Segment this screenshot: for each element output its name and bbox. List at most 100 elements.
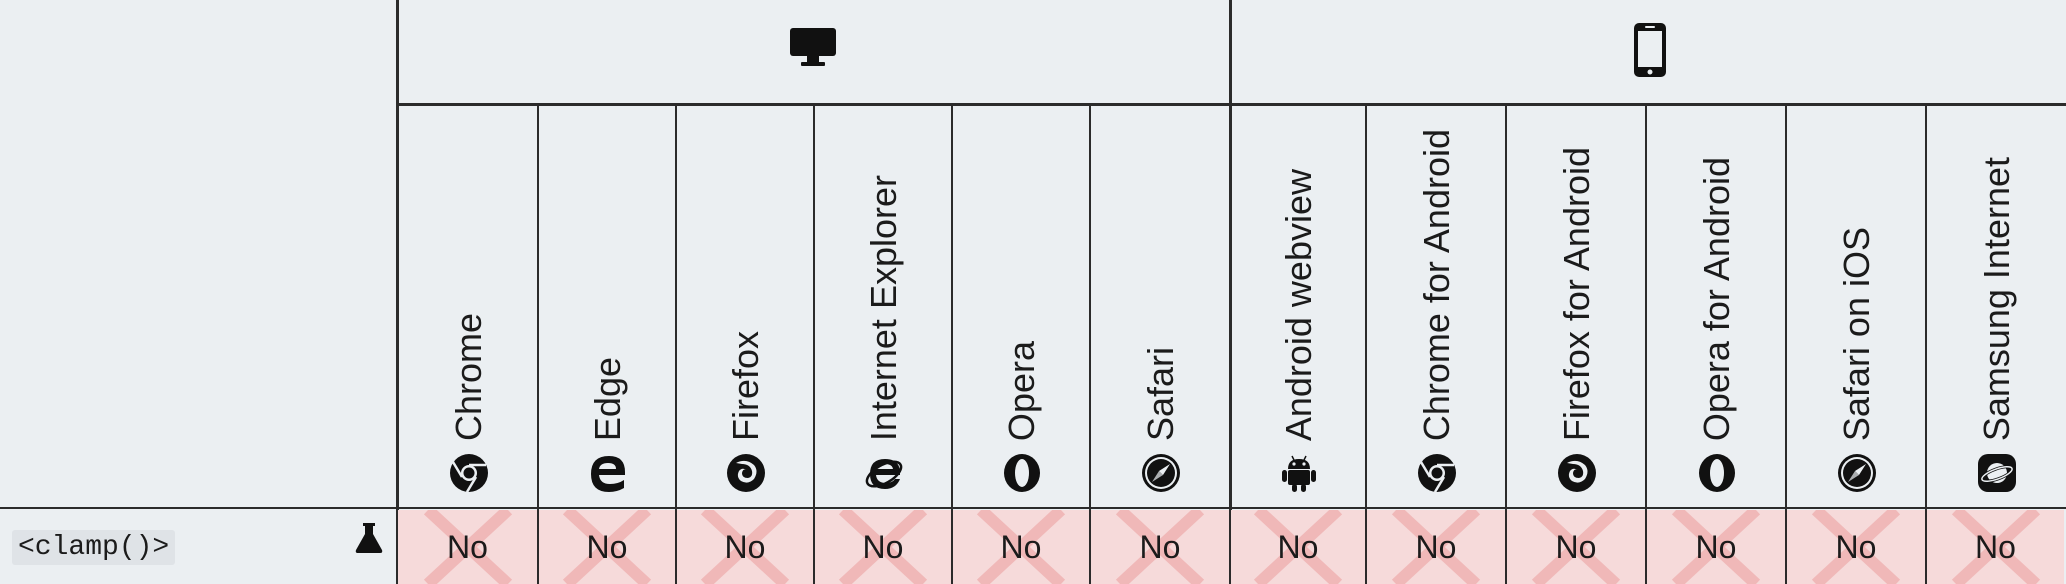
android-icon xyxy=(1279,453,1319,493)
desktop-group-header xyxy=(789,22,837,75)
mobile-group-header xyxy=(1633,22,1667,83)
browser-name-wrapper: Safari xyxy=(1091,347,1231,441)
support-value: No xyxy=(1139,528,1181,565)
column-divider xyxy=(813,106,815,584)
no-support-cross-icon xyxy=(838,510,928,584)
browser-name: Firefox xyxy=(725,330,766,441)
browser-column-firefox: Firefox xyxy=(677,108,815,507)
no-support-cross-icon xyxy=(562,510,652,584)
support-cell-edge[interactable]: No xyxy=(539,510,675,584)
browser-name: Opera for Android xyxy=(1696,156,1737,441)
header-row-divider xyxy=(0,507,2066,509)
browser-name-wrapper: Opera for Android xyxy=(1647,157,1787,441)
support-value: No xyxy=(586,528,628,565)
opera-icon xyxy=(1002,453,1042,493)
browser-name: Opera xyxy=(1001,340,1042,441)
column-divider xyxy=(537,106,539,584)
column-divider xyxy=(1645,106,1647,584)
column-divider xyxy=(1089,106,1091,584)
browser-name-wrapper: Internet Explorer xyxy=(815,175,953,441)
browser-name: Safari xyxy=(1140,346,1181,441)
support-cell-opera-for-android[interactable]: No xyxy=(1647,510,1785,584)
browser-name-wrapper: Chrome xyxy=(398,313,539,441)
browser-name-wrapper: Opera xyxy=(953,341,1091,441)
browser-name: Safari on iOS xyxy=(1836,226,1877,441)
browser-name: Chrome for Android xyxy=(1416,128,1457,441)
internet-explorer-icon xyxy=(864,453,904,493)
support-cell-firefox-for-android[interactable]: No xyxy=(1507,510,1645,584)
support-cell-safari[interactable]: No xyxy=(1091,510,1229,584)
platform-group-divider xyxy=(1229,0,1232,584)
mobile-phone-icon xyxy=(1634,23,1666,77)
support-cell-safari-on-ios[interactable]: No xyxy=(1787,510,1925,584)
column-divider xyxy=(1925,106,1927,584)
browser-column-firefox-for-android: Firefox for Android xyxy=(1507,108,1647,507)
browser-column-edge: Edge xyxy=(539,108,677,507)
browser-column-android-webview: Android webview xyxy=(1231,108,1367,507)
browser-name: Edge xyxy=(587,356,628,441)
column-divider xyxy=(1785,106,1787,584)
browser-name-wrapper: Firefox for Android xyxy=(1507,147,1647,441)
safari-icon xyxy=(1141,453,1181,493)
browser-column-chrome: Chrome xyxy=(398,108,539,507)
chrome-icon xyxy=(1417,453,1457,493)
edge-icon xyxy=(588,453,628,493)
support-cell-android-webview[interactable]: No xyxy=(1231,510,1365,584)
support-value: No xyxy=(1975,528,2016,565)
browser-name-wrapper: Safari on iOS xyxy=(1787,227,1927,441)
support-cell-firefox[interactable]: No xyxy=(677,510,813,584)
feature-name[interactable]: <clamp()> xyxy=(12,530,176,565)
opera-icon xyxy=(1697,453,1737,493)
browser-name: Chrome xyxy=(447,312,489,441)
support-cell-samsung-internet[interactable]: No xyxy=(1927,510,2064,584)
support-value: No xyxy=(1415,528,1457,565)
no-support-cross-icon xyxy=(700,510,790,584)
no-support-cross-icon xyxy=(1391,510,1481,584)
support-value: No xyxy=(724,528,766,565)
support-value: No xyxy=(1277,528,1319,565)
column-divider xyxy=(1365,106,1367,584)
support-cell-chrome-for-android[interactable]: No xyxy=(1367,510,1505,584)
browser-column-internet-explorer: Internet Explorer xyxy=(815,108,953,507)
no-support-cross-icon xyxy=(1531,510,1621,584)
group-header-divider xyxy=(396,103,2066,106)
browser-name-wrapper: Edge xyxy=(539,357,677,441)
column-divider xyxy=(951,106,953,584)
browser-name-wrapper: Android webview xyxy=(1231,169,1367,441)
firefox-icon xyxy=(1557,453,1597,493)
browser-column-opera: Opera xyxy=(953,108,1091,507)
browser-column-safari-on-ios: Safari on iOS xyxy=(1787,108,1927,507)
browser-column-opera-for-android: Opera for Android xyxy=(1647,108,1787,507)
browser-name: Firefox for Android xyxy=(1556,146,1597,441)
browser-name: Android webview xyxy=(1278,168,1319,441)
browser-name-wrapper: Samsung Internet xyxy=(1927,157,2066,441)
support-value: No xyxy=(447,528,488,565)
support-value: No xyxy=(1835,528,1877,565)
support-cell-chrome[interactable]: No xyxy=(398,510,537,584)
column-divider xyxy=(675,106,677,584)
support-value: No xyxy=(862,528,904,565)
browser-column-safari: Safari xyxy=(1091,108,1231,507)
no-support-cross-icon xyxy=(1253,510,1343,584)
support-value: No xyxy=(1695,528,1737,565)
support-value: No xyxy=(1555,528,1597,565)
browser-name-wrapper: Chrome for Android xyxy=(1367,129,1507,441)
support-cell-opera[interactable]: No xyxy=(953,510,1089,584)
browser-name: Samsung Internet xyxy=(1975,156,2017,441)
feature-column-divider xyxy=(396,0,399,584)
experimental-flask-icon xyxy=(354,522,384,559)
samsung-internet-icon xyxy=(1977,453,2017,493)
safari-icon xyxy=(1837,453,1877,493)
no-support-cross-icon xyxy=(976,510,1066,584)
no-support-cross-icon xyxy=(1951,510,2040,584)
browser-name: Internet Explorer xyxy=(863,174,904,441)
no-support-cross-icon xyxy=(1115,510,1205,584)
no-support-cross-icon xyxy=(1671,510,1761,584)
support-cell-internet-explorer[interactable]: No xyxy=(815,510,951,584)
column-divider xyxy=(1505,106,1507,584)
desktop-icon xyxy=(790,28,836,66)
chrome-icon xyxy=(449,453,489,493)
firefox-icon xyxy=(726,453,766,493)
browser-column-chrome-for-android: Chrome for Android xyxy=(1367,108,1507,507)
browser-column-samsung-internet: Samsung Internet xyxy=(1927,108,2066,507)
